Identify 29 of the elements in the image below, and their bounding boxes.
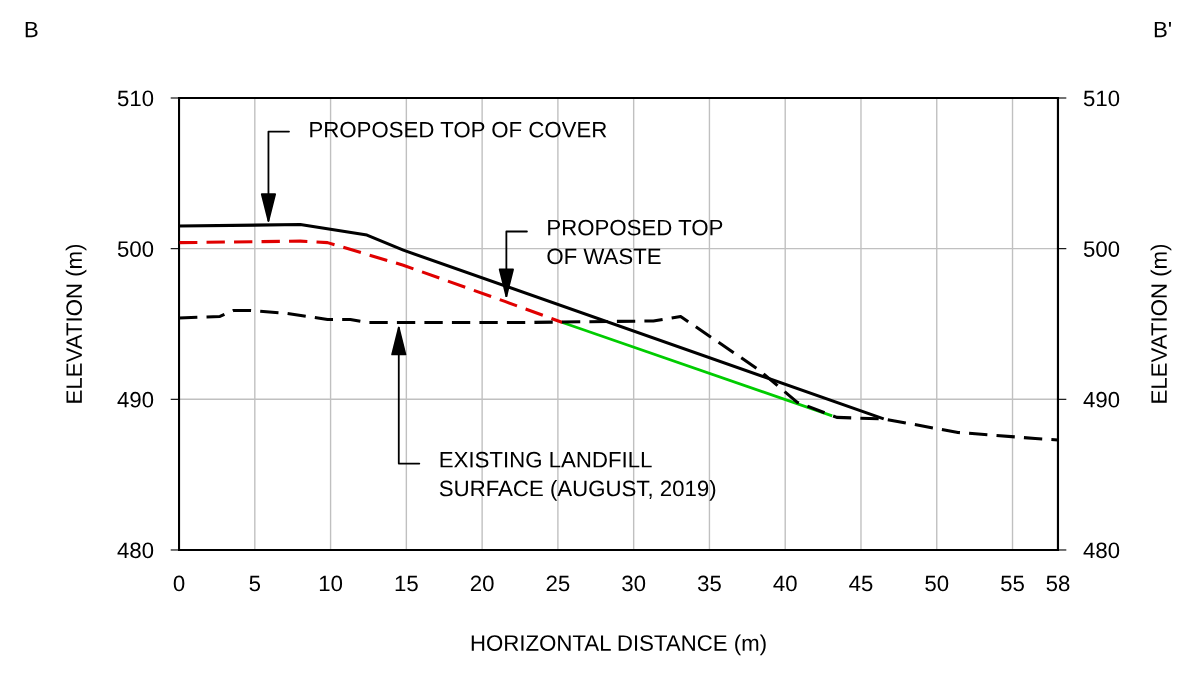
x-tick-label: 58: [1046, 575, 1070, 592]
x-tick-label: 10: [319, 575, 343, 592]
annotation: PROPOSED TOP OF COVER: [310, 121, 607, 138]
x-axis-title: HORIZONTAL DISTANCE (m): [471, 634, 766, 656]
text: B': [1154, 21, 1171, 38]
text: B: [25, 21, 38, 38]
y2-tick-label: 510: [1083, 90, 1120, 107]
x-tick-label: 15: [395, 575, 418, 592]
x-tick-label: 35: [697, 575, 721, 592]
y2-axis-title: ELEVATION (m): [1150, 244, 1172, 403]
y-tick-label: 490: [117, 391, 154, 408]
y2-tick-label: 500: [1083, 241, 1120, 257]
x-tick-label: 0: [173, 575, 185, 592]
annotation: EXISTING LANDFILL SURFACE (AUGUST, 2019): [439, 451, 716, 501]
y-tick-label: 510: [117, 90, 154, 107]
x-tick-label: 40: [773, 575, 797, 592]
x-tick-label: 5: [249, 575, 261, 592]
annotation: PROPOSED TOP OF WASTE: [547, 219, 723, 265]
x-tick-label: 30: [622, 575, 646, 592]
y-axis-title: ELEVATION (m): [65, 244, 87, 403]
y2-tick-label: 490: [1083, 391, 1120, 408]
x-tick-label: 45: [849, 575, 873, 592]
x-tick-label: 25: [546, 575, 570, 592]
x-tick-label: 55: [1001, 575, 1024, 592]
y-tick-label: 500: [117, 241, 154, 257]
y2-tick-label: 480: [1083, 542, 1120, 559]
y-tick-label: 480: [117, 542, 154, 559]
x-tick-label: 20: [470, 575, 494, 592]
x-tick-label: 50: [925, 575, 949, 592]
